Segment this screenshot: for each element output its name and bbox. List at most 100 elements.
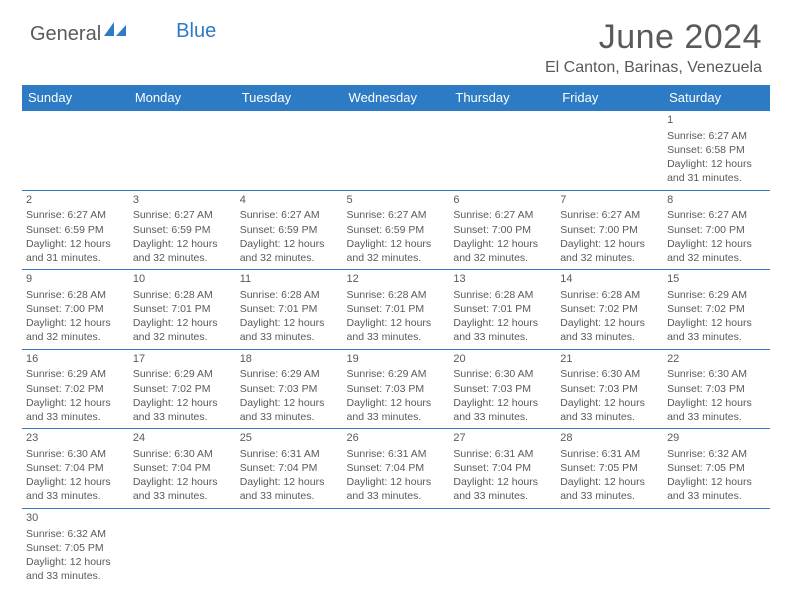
day-sunrise: Sunrise: 6:28 AM — [560, 288, 659, 302]
day-header-saturday: Saturday — [663, 85, 770, 111]
calendar-cell: 8Sunrise: 6:27 AMSunset: 7:00 PMDaylight… — [663, 190, 770, 270]
day-daylight1: Daylight: 12 hours — [240, 475, 339, 489]
day-daylight2: and 33 minutes. — [453, 489, 552, 503]
day-daylight2: and 31 minutes. — [26, 251, 125, 265]
logo: General Blue — [30, 22, 216, 47]
day-sunrise: Sunrise: 6:28 AM — [347, 288, 446, 302]
calendar-cell: 30Sunrise: 6:32 AMSunset: 7:05 PMDayligh… — [22, 508, 129, 587]
title-block: June 2024 El Canton, Barinas, Venezuela — [545, 18, 762, 77]
day-sunset: Sunset: 7:03 PM — [560, 382, 659, 396]
day-sunset: Sunset: 7:00 PM — [26, 302, 125, 316]
day-daylight2: and 32 minutes. — [133, 330, 232, 344]
day-daylight1: Daylight: 12 hours — [667, 316, 766, 330]
calendar-cell: 1Sunrise: 6:27 AMSunset: 6:58 PMDaylight… — [663, 111, 770, 191]
calendar-cell — [236, 508, 343, 587]
calendar-body: 1Sunrise: 6:27 AMSunset: 6:58 PMDaylight… — [22, 111, 770, 588]
day-number: 11 — [240, 272, 339, 287]
day-number: 15 — [667, 272, 766, 287]
day-sunrise: Sunrise: 6:28 AM — [26, 288, 125, 302]
day-sunset: Sunset: 7:03 PM — [240, 382, 339, 396]
day-sunset: Sunset: 7:04 PM — [240, 461, 339, 475]
day-number: 8 — [667, 193, 766, 208]
calendar-row: 1Sunrise: 6:27 AMSunset: 6:58 PMDaylight… — [22, 111, 770, 191]
day-sunrise: Sunrise: 6:30 AM — [560, 367, 659, 381]
calendar-cell — [129, 508, 236, 587]
day-sunrise: Sunrise: 6:27 AM — [26, 208, 125, 222]
day-daylight2: and 33 minutes. — [26, 489, 125, 503]
day-daylight1: Daylight: 12 hours — [560, 237, 659, 251]
day-sunrise: Sunrise: 6:28 AM — [240, 288, 339, 302]
calendar-cell: 12Sunrise: 6:28 AMSunset: 7:01 PMDayligh… — [343, 270, 450, 350]
day-daylight1: Daylight: 12 hours — [453, 475, 552, 489]
calendar-cell: 22Sunrise: 6:30 AMSunset: 7:03 PMDayligh… — [663, 349, 770, 429]
calendar-cell: 29Sunrise: 6:32 AMSunset: 7:05 PMDayligh… — [663, 429, 770, 509]
day-daylight2: and 33 minutes. — [560, 330, 659, 344]
day-header-monday: Monday — [129, 85, 236, 111]
day-daylight1: Daylight: 12 hours — [667, 237, 766, 251]
day-daylight2: and 32 minutes. — [26, 330, 125, 344]
calendar-cell: 27Sunrise: 6:31 AMSunset: 7:04 PMDayligh… — [449, 429, 556, 509]
day-number: 25 — [240, 431, 339, 446]
day-sunrise: Sunrise: 6:30 AM — [26, 447, 125, 461]
calendar-cell — [449, 111, 556, 191]
day-sunset: Sunset: 7:03 PM — [667, 382, 766, 396]
day-daylight1: Daylight: 12 hours — [453, 316, 552, 330]
calendar-cell — [343, 508, 450, 587]
day-header-thursday: Thursday — [449, 85, 556, 111]
day-daylight2: and 33 minutes. — [347, 489, 446, 503]
calendar-cell: 16Sunrise: 6:29 AMSunset: 7:02 PMDayligh… — [22, 349, 129, 429]
day-number: 19 — [347, 352, 446, 367]
day-sunrise: Sunrise: 6:29 AM — [667, 288, 766, 302]
day-sunset: Sunset: 7:02 PM — [667, 302, 766, 316]
calendar-cell: 9Sunrise: 6:28 AMSunset: 7:00 PMDaylight… — [22, 270, 129, 350]
calendar-cell: 6Sunrise: 6:27 AMSunset: 7:00 PMDaylight… — [449, 190, 556, 270]
day-number: 21 — [560, 352, 659, 367]
day-daylight2: and 33 minutes. — [560, 410, 659, 424]
day-number: 2 — [26, 193, 125, 208]
day-number: 28 — [560, 431, 659, 446]
calendar-cell: 10Sunrise: 6:28 AMSunset: 7:01 PMDayligh… — [129, 270, 236, 350]
day-sunrise: Sunrise: 6:31 AM — [453, 447, 552, 461]
day-header-wednesday: Wednesday — [343, 85, 450, 111]
day-sunrise: Sunrise: 6:27 AM — [667, 208, 766, 222]
day-number: 30 — [26, 511, 125, 526]
day-daylight2: and 32 minutes. — [133, 251, 232, 265]
calendar-cell — [22, 111, 129, 191]
day-sunset: Sunset: 7:01 PM — [453, 302, 552, 316]
day-sunrise: Sunrise: 6:27 AM — [667, 129, 766, 143]
calendar-cell: 17Sunrise: 6:29 AMSunset: 7:02 PMDayligh… — [129, 349, 236, 429]
day-daylight2: and 32 minutes. — [560, 251, 659, 265]
calendar-cell: 23Sunrise: 6:30 AMSunset: 7:04 PMDayligh… — [22, 429, 129, 509]
day-daylight2: and 33 minutes. — [560, 489, 659, 503]
day-number: 22 — [667, 352, 766, 367]
day-daylight1: Daylight: 12 hours — [667, 475, 766, 489]
logo-text-blue: Blue — [176, 20, 216, 43]
calendar-cell: 24Sunrise: 6:30 AMSunset: 7:04 PMDayligh… — [129, 429, 236, 509]
logo-sail-icon — [104, 22, 126, 41]
day-number: 17 — [133, 352, 232, 367]
day-daylight2: and 33 minutes. — [240, 410, 339, 424]
day-daylight2: and 32 minutes. — [667, 251, 766, 265]
day-daylight2: and 32 minutes. — [240, 251, 339, 265]
calendar-cell — [663, 508, 770, 587]
day-sunset: Sunset: 7:05 PM — [560, 461, 659, 475]
day-sunset: Sunset: 7:03 PM — [347, 382, 446, 396]
day-sunrise: Sunrise: 6:27 AM — [133, 208, 232, 222]
calendar-cell — [343, 111, 450, 191]
day-daylight2: and 33 minutes. — [26, 410, 125, 424]
day-sunrise: Sunrise: 6:29 AM — [26, 367, 125, 381]
location-text: El Canton, Barinas, Venezuela — [545, 59, 762, 77]
day-daylight2: and 32 minutes. — [347, 251, 446, 265]
day-daylight2: and 33 minutes. — [133, 489, 232, 503]
day-daylight1: Daylight: 12 hours — [26, 475, 125, 489]
day-daylight1: Daylight: 12 hours — [453, 396, 552, 410]
day-daylight2: and 33 minutes. — [240, 330, 339, 344]
day-daylight1: Daylight: 12 hours — [347, 237, 446, 251]
day-sunset: Sunset: 6:59 PM — [347, 223, 446, 237]
day-daylight1: Daylight: 12 hours — [240, 316, 339, 330]
calendar-cell: 13Sunrise: 6:28 AMSunset: 7:01 PMDayligh… — [449, 270, 556, 350]
day-sunrise: Sunrise: 6:32 AM — [26, 527, 125, 541]
day-sunrise: Sunrise: 6:31 AM — [240, 447, 339, 461]
day-number: 3 — [133, 193, 232, 208]
day-daylight2: and 33 minutes. — [347, 410, 446, 424]
